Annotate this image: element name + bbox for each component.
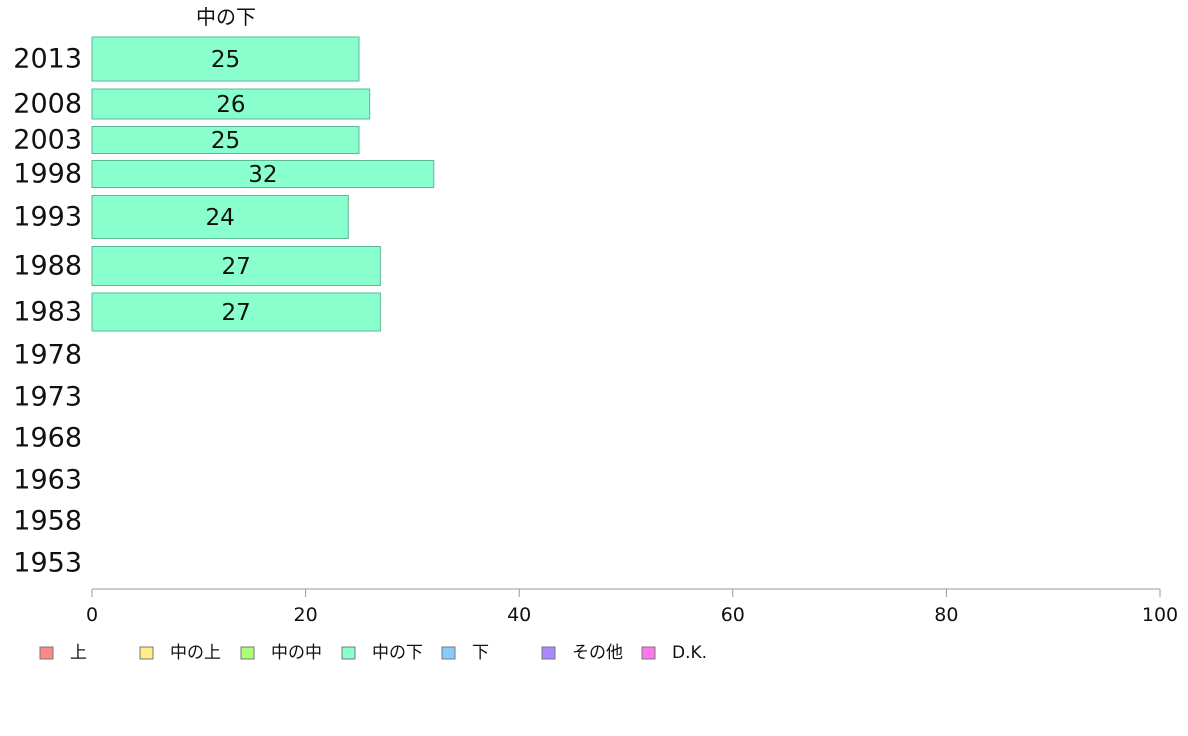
legend-label: 中の下: [372, 643, 423, 663]
x-tick-label: 100: [1142, 604, 1178, 626]
legend-label: 上: [70, 643, 87, 663]
bar-value-label: 25: [211, 47, 240, 73]
x-tick-label: 20: [294, 604, 318, 626]
year-label: 1983: [13, 297, 82, 328]
bar-value-label: 27: [222, 300, 251, 326]
legend-swatch: [341, 646, 356, 660]
year-label: 1993: [13, 202, 82, 233]
legend-swatch: [441, 646, 456, 660]
year-label: 1973: [13, 382, 82, 413]
bar-value-label: 32: [248, 162, 277, 188]
year-label: 1978: [13, 340, 82, 371]
bar: [91, 88, 371, 120]
bar-value-label: 24: [206, 205, 235, 231]
bar: [91, 126, 360, 154]
year-label: 1953: [13, 548, 82, 579]
legend-swatch: [240, 646, 255, 660]
year-label: 2013: [13, 44, 82, 75]
legend-label: 下: [472, 643, 489, 663]
year-label: 1998: [13, 159, 82, 190]
bar: [91, 292, 381, 332]
legend-label: 中の中: [271, 643, 322, 663]
bar: [91, 160, 435, 188]
legend-swatch: [139, 646, 154, 660]
year-label: 1958: [13, 506, 82, 537]
x-axis: 0 20 40 60 80 100: [86, 588, 1178, 626]
x-tick-label: 0: [86, 604, 98, 626]
bar-value-label: 25: [211, 128, 240, 154]
bars-group: 25 26 25 32 24 27 27: [91, 36, 435, 332]
x-tick-label: 40: [507, 604, 531, 626]
year-label: 2008: [13, 89, 82, 120]
year-label: 1988: [13, 251, 82, 282]
bar-value-label: 26: [216, 92, 245, 118]
legend-label: その他: [572, 643, 623, 663]
x-tick-label: 60: [721, 604, 745, 626]
legend-swatch: [541, 646, 556, 660]
legend-swatch: [641, 646, 656, 660]
legend: 上 中の上 中の中 中の下 下 その他 D.K.: [39, 643, 707, 663]
year-label: 1963: [13, 465, 82, 496]
series-title: 中の下: [196, 5, 256, 29]
bar-value-label: 27: [222, 254, 251, 280]
year-label: 1968: [13, 423, 82, 454]
year-label: 2003: [13, 125, 82, 156]
bar: [91, 36, 360, 82]
legend-label: D.K.: [672, 643, 707, 663]
x-tick-label: 80: [934, 604, 958, 626]
legend-label: 中の上: [170, 643, 221, 663]
legend-swatch: [39, 646, 54, 660]
bar: [91, 195, 349, 239]
bar: [91, 246, 381, 286]
